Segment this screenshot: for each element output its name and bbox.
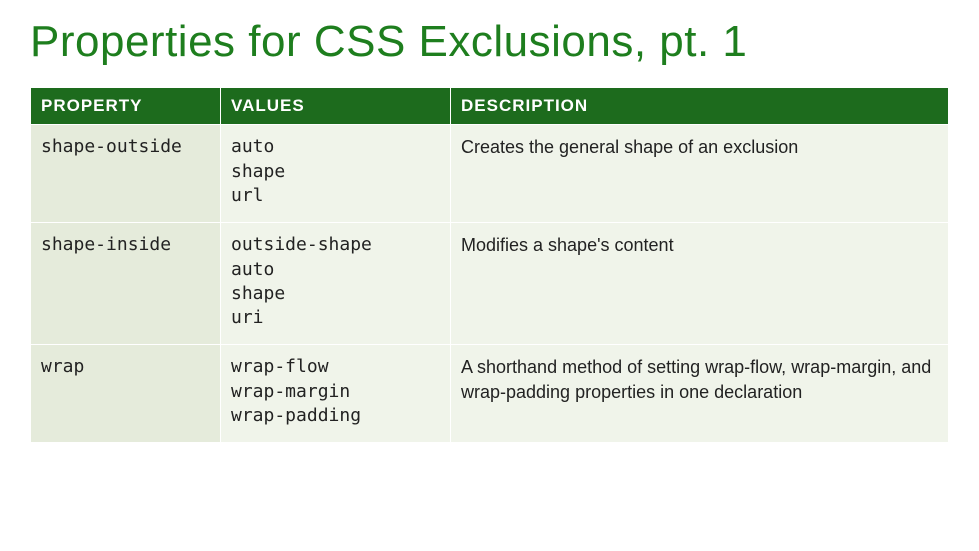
- table-header-row: PROPERTY VALUES DESCRIPTION: [31, 88, 949, 125]
- table-row: shape-outside auto shape url Creates the…: [31, 125, 949, 223]
- table-header: PROPERTY VALUES DESCRIPTION: [31, 88, 949, 125]
- cell-property: wrap: [31, 345, 221, 443]
- cell-description: Modifies a shape's content: [451, 223, 949, 345]
- cell-values: wrap-flow wrap-margin wrap-padding: [221, 345, 451, 443]
- cell-property: shape-inside: [31, 223, 221, 345]
- slide: Properties for CSS Exclusions, pt. 1 PRO…: [0, 0, 979, 551]
- table-body: shape-outside auto shape url Creates the…: [31, 125, 949, 443]
- col-header-description: DESCRIPTION: [451, 88, 949, 125]
- cell-description: A shorthand method of setting wrap-flow,…: [451, 345, 949, 443]
- col-header-values: VALUES: [221, 88, 451, 125]
- cell-description: Creates the general shape of an exclusio…: [451, 125, 949, 223]
- cell-property: shape-outside: [31, 125, 221, 223]
- table-row: wrap wrap-flow wrap-margin wrap-padding …: [31, 345, 949, 443]
- cell-values: outside-shape auto shape uri: [221, 223, 451, 345]
- cell-values: auto shape url: [221, 125, 451, 223]
- page-title: Properties for CSS Exclusions, pt. 1: [30, 18, 949, 66]
- properties-table: PROPERTY VALUES DESCRIPTION shape-outsid…: [30, 88, 949, 443]
- col-header-property: PROPERTY: [31, 88, 221, 125]
- table-row: shape-inside outside-shape auto shape ur…: [31, 223, 949, 345]
